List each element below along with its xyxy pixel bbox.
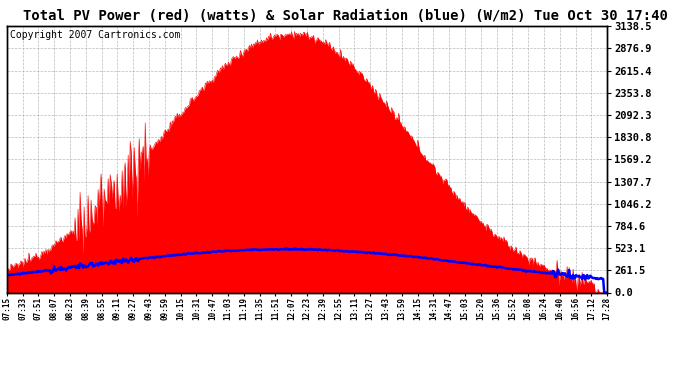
Text: Total PV Power (red) (watts) & Solar Radiation (blue) (W/m2) Tue Oct 30 17:40: Total PV Power (red) (watts) & Solar Rad… xyxy=(23,9,667,23)
Text: Copyright 2007 Cartronics.com: Copyright 2007 Cartronics.com xyxy=(10,30,180,40)
